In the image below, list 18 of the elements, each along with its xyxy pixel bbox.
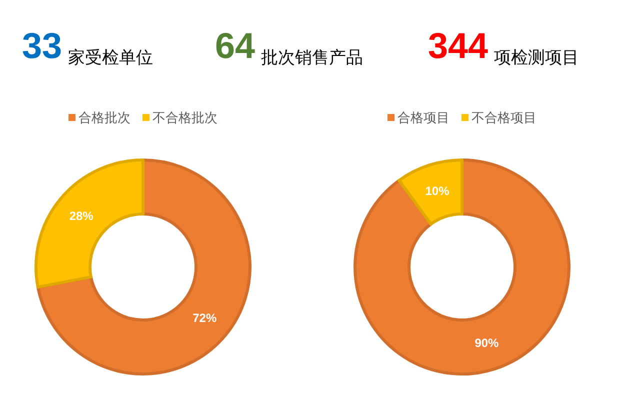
legend-label: 合格批次: [78, 110, 130, 125]
legend-label: 合格项目: [398, 110, 450, 125]
data-label: 344: [428, 25, 488, 66]
data-label: 28%: [69, 209, 94, 224]
donut-slice: [354, 158, 570, 376]
data-label: 10%: [425, 184, 450, 198]
legend-label: 不合格项目: [472, 110, 536, 125]
donut-slice: [36, 158, 252, 376]
data-label: 64: [215, 25, 256, 66]
data-label: 33: [22, 25, 62, 66]
donut-slice: [34, 158, 144, 289]
data-label: 90%: [474, 336, 500, 350]
data-label: 72%: [192, 310, 217, 325]
category-label: 批次销售产品: [261, 48, 364, 67]
legend-label: 不合格批次: [152, 110, 218, 125]
category-label: 项检测项目: [494, 48, 580, 67]
donut-slice: [398, 158, 464, 226]
category-label: 家受检单位: [68, 48, 154, 67]
